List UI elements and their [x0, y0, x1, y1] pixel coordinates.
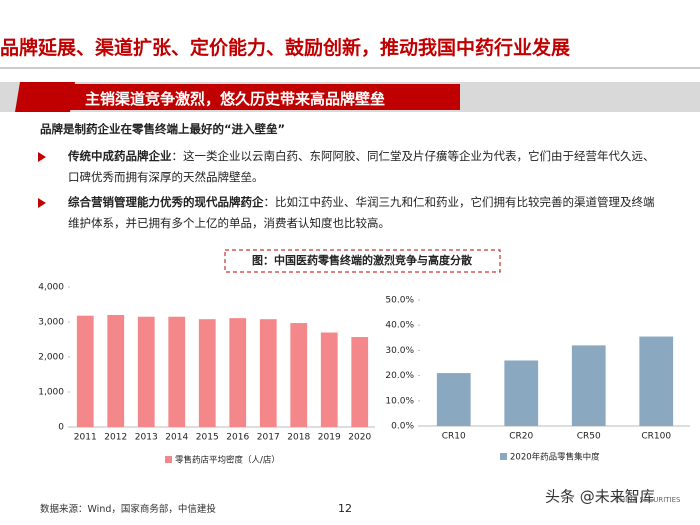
- x-tick-label: 2013: [135, 433, 158, 443]
- bar: [571, 345, 606, 426]
- bar: [229, 318, 247, 427]
- x-tick-label: CR100: [641, 432, 671, 442]
- bar: [168, 316, 186, 427]
- bar: [198, 319, 216, 427]
- bar: [259, 319, 277, 427]
- bullet-label: 传统中成药品牌企业: [68, 149, 172, 163]
- x-tick-label: 2012: [104, 433, 127, 443]
- slide-title: 品牌延展、渠道扩张、定价能力、鼓励创新，推动我国中药行业发展: [0, 37, 571, 59]
- y-tick-label: 40.0%: [385, 321, 414, 331]
- x-tick-label: 2014: [165, 433, 188, 443]
- x-tick-label: 2016: [226, 433, 249, 443]
- bullet: 传统中成药品牌企业：这一类企业以云南白药、东阿阿胶、同仁堂及片仔癀等企业为代表，…: [38, 146, 658, 188]
- bar: [351, 337, 369, 427]
- bar: [436, 373, 471, 426]
- bar: [290, 323, 308, 427]
- y-tick-label: 0.0%: [391, 422, 414, 432]
- watermark: 头条 @未来智库: [545, 488, 655, 506]
- y-tick-label: 2,000: [38, 353, 64, 363]
- y-tick-label: 3,000: [38, 318, 64, 328]
- x-tick-label: 2019: [318, 433, 341, 443]
- intro: 品牌是制药企业在零售终端上最好的“进入壁垒”: [40, 122, 286, 136]
- x-tick-label: 2017: [257, 433, 280, 443]
- bullet-text: ：比如江中药业、华润三九和仁和药业，它们拥有比较完善的渠道管理及终端维护体系，并…: [68, 195, 655, 230]
- figure-title-box: [224, 249, 501, 273]
- x-tick-label: CR50: [577, 432, 601, 442]
- bar: [107, 315, 125, 427]
- header-ribbon: [15, 82, 75, 112]
- source: 数据来源：Wind，国家商务部，中信建投: [40, 504, 216, 515]
- page-number: 12: [338, 502, 352, 515]
- bullet-label: 综合营销管理能力优秀的现代品牌药企: [68, 195, 264, 209]
- y-tick-label: 1,000: [38, 388, 64, 398]
- x-tick-label: 2015: [196, 433, 219, 443]
- logo: CHINA SECURITIES: [615, 496, 681, 504]
- section-header: 主销渠道竞争激烈，悠久历史带来高品牌壁垒: [85, 90, 386, 108]
- y-tick-label: 30.0%: [385, 346, 414, 356]
- bar: [76, 315, 94, 427]
- x-tick-label: CR20: [509, 432, 533, 442]
- y-tick-label: 20.0%: [385, 371, 414, 381]
- y-tick-label: 4,000: [38, 283, 64, 293]
- header-box: [70, 84, 460, 110]
- legend-swatch: [500, 453, 507, 460]
- x-tick-label: 2018: [287, 433, 310, 443]
- bullet: 综合营销管理能力优秀的现代品牌药企：比如江中药业、华润三九和仁和药业，它们拥有比…: [38, 192, 658, 234]
- y-tick-label: 10.0%: [385, 396, 414, 406]
- y-tick-label: 0: [58, 423, 64, 433]
- bar: [320, 332, 338, 427]
- legend-swatch: [165, 456, 172, 463]
- x-tick-label: CR10: [442, 432, 466, 442]
- bar: [504, 360, 539, 426]
- bar: [639, 336, 674, 426]
- figure-title: 图：中国医药零售终端的激烈竞争与高度分散: [252, 253, 473, 267]
- legend-label: 零售药店平均密度（人/店）: [175, 455, 280, 466]
- bar: [137, 316, 155, 427]
- x-tick-label: 2011: [74, 433, 97, 443]
- bullet-text: ：这一类企业以云南白药、东阿阿胶、同仁堂及片仔癀等企业为代表，它们由于经营年代久…: [68, 149, 655, 184]
- legend-label: 2020年药品零售集中度: [510, 452, 600, 463]
- y-tick-label: 50.0%: [385, 296, 414, 306]
- x-tick-label: 2020: [348, 433, 371, 443]
